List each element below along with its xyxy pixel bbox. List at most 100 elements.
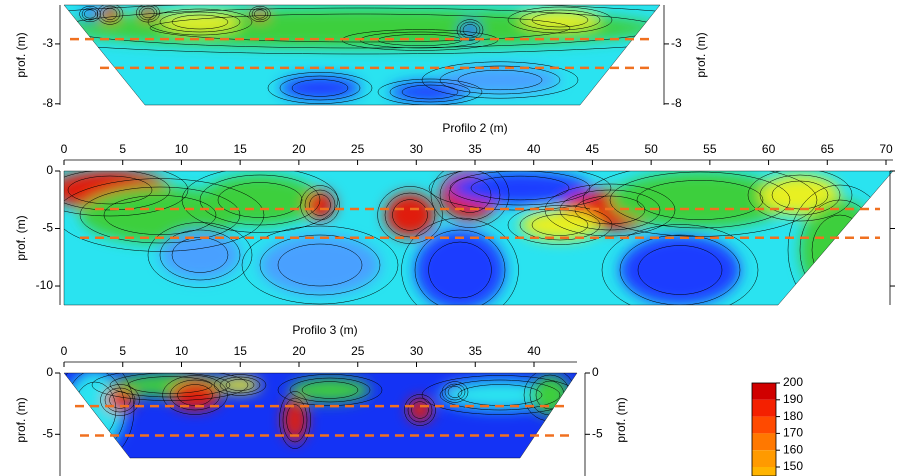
colorbar-segment	[752, 399, 776, 417]
y-tick-label: -3	[42, 36, 53, 50]
contour-line	[279, 75, 361, 101]
y2-axis-label: prof. (m)	[614, 397, 628, 442]
colorbar-label: 180	[783, 409, 803, 423]
colorbar-segment	[752, 450, 776, 467]
contour-line	[531, 214, 589, 236]
resistivity-zone	[620, 235, 740, 305]
x-tick-label: 35	[468, 142, 482, 156]
contour-line	[109, 391, 131, 409]
contour-line	[259, 234, 381, 296]
contour-line	[141, 7, 155, 19]
contour-line	[67, 175, 153, 205]
contour-line	[531, 12, 589, 28]
x-tick-label: 30	[410, 344, 424, 358]
x-tick-label: 40	[527, 142, 541, 156]
contour-line	[99, 5, 121, 23]
contour-line	[392, 199, 428, 231]
x-tick-label: 10	[175, 142, 189, 156]
contour-line	[456, 19, 484, 41]
contour-line	[249, 5, 271, 23]
y2-tick-label: -8	[671, 96, 682, 110]
x-tick-label: 0	[61, 142, 68, 156]
contour-line	[470, 175, 570, 201]
contour-line	[407, 397, 433, 423]
contour-line	[136, 5, 160, 23]
contour-line	[104, 387, 136, 413]
x-tick-label: 15	[234, 344, 248, 358]
contour-line	[181, 171, 339, 233]
contour-line	[439, 65, 561, 95]
y-tick-label: 0	[46, 365, 53, 379]
contour-line	[64, 171, 189, 217]
contour-line	[444, 383, 466, 401]
x-tick-label: 65	[821, 142, 835, 156]
y2-tick-label: 0	[592, 365, 599, 379]
section-outline	[63, 170, 894, 306]
contour-line	[304, 189, 336, 221]
x-tick-label: 40	[527, 344, 541, 358]
contour-line	[103, 195, 217, 235]
contour-line	[377, 186, 443, 244]
section-outline	[63, 4, 661, 106]
contour-line	[279, 391, 311, 449]
contour-line	[100, 384, 140, 416]
contour-line	[404, 394, 436, 426]
x-tick-label: 25	[351, 142, 365, 156]
contour-line	[411, 401, 429, 419]
contour-line	[636, 180, 764, 220]
contour-line	[102, 8, 118, 20]
contour-line	[81, 7, 99, 21]
contour-line	[64, 178, 265, 252]
x-tick-label: 10	[175, 344, 189, 358]
y2-axis-label: prof. (m)	[694, 32, 708, 77]
contour-line	[79, 186, 241, 244]
contour-line	[267, 72, 373, 104]
contour-line	[138, 5, 158, 21]
contour-line	[309, 194, 331, 216]
colorbar-label: 170	[783, 426, 803, 440]
contour-line	[582, 171, 818, 237]
contour-line	[225, 379, 255, 391]
contour-line	[747, 171, 853, 222]
contour-line	[171, 14, 229, 30]
contour-line	[459, 21, 481, 39]
contour-line	[219, 376, 261, 394]
x-tick-label: 20	[292, 344, 306, 358]
contour-line	[609, 171, 791, 229]
contour-line	[96, 5, 124, 25]
contour-line	[79, 5, 101, 23]
contour-line	[448, 177, 492, 213]
contour-line	[147, 222, 253, 288]
x-axis-label: Profilo 3 (m)	[292, 323, 357, 337]
contour-line	[159, 229, 241, 281]
x-tick-label: 50	[644, 142, 658, 156]
y-axis-label: prof. (m)	[14, 215, 28, 260]
contour-line	[169, 379, 221, 411]
x-axis-label: Profilo 2 (m)	[442, 121, 507, 135]
contour-line	[277, 243, 363, 287]
y2-tick-label: -3	[671, 36, 682, 50]
contour-section	[64, 171, 893, 305]
contour-line	[217, 182, 303, 218]
resistivity-zone	[260, 235, 380, 295]
x-tick-label: 60	[762, 142, 776, 156]
contour-line	[462, 24, 478, 36]
contour-line	[300, 185, 340, 225]
contour-line	[149, 13, 571, 43]
x-tick-label: 70	[879, 142, 893, 156]
contour-line	[430, 171, 510, 228]
x-tick-label: 5	[119, 344, 126, 358]
contour-line	[91, 373, 249, 401]
contour-line	[637, 245, 723, 295]
contour-line	[439, 379, 561, 411]
contour-line	[619, 234, 741, 305]
contour-line	[421, 375, 577, 415]
x-tick-label: 20	[292, 142, 306, 156]
contour-line	[449, 171, 591, 206]
contour-line	[254, 9, 266, 19]
x-tick-label: 30	[410, 142, 424, 156]
contour-line	[377, 78, 483, 105]
y-tick-label: -5	[42, 426, 53, 440]
section-outline	[63, 372, 578, 459]
